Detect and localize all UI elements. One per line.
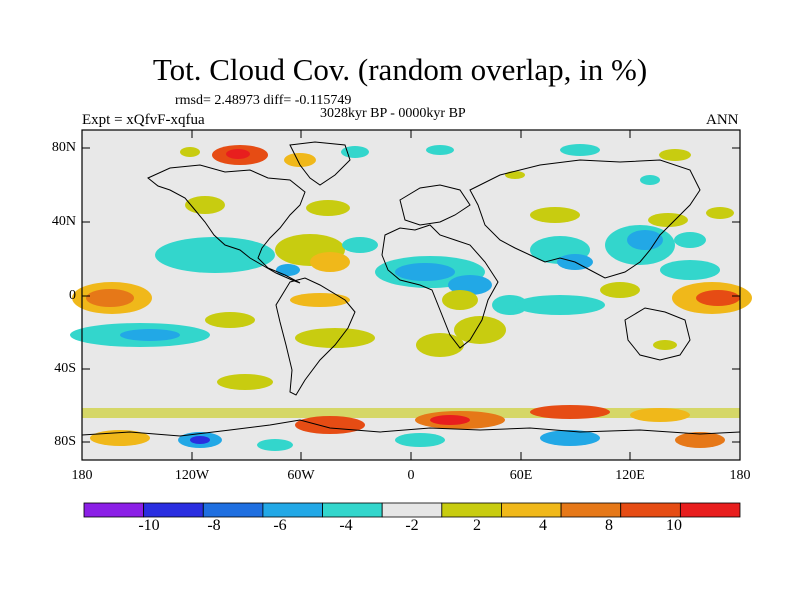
stats-line: rmsd= 2.48973 diff= -0.115749 [175,93,352,108]
anomaly-patch [492,295,528,315]
anomaly-patch [653,340,677,350]
anomaly-patch [416,333,464,357]
anomaly-patch [515,295,605,315]
anomaly-patch [295,328,375,348]
anomaly-patch [648,213,688,227]
anomaly-patch [395,263,455,281]
anomaly-field [70,130,752,460]
anomaly-patch [442,290,478,310]
coastline-greenland [289,141,351,186]
colorbar-swatch [202,502,264,518]
y-tick-label: 40S [54,361,76,376]
anomaly-patch [454,316,506,344]
experiment-label: Expt = xQfvF-xqfua [82,112,205,128]
anomaly-patch [120,329,180,341]
x-tick-label: 0 [407,468,415,483]
anomaly-patch [306,200,350,216]
anomaly-patch [82,408,740,418]
colorbar-swatch [560,502,622,518]
x-tick-label: 60W [287,468,315,483]
colorbar-swatch [143,502,204,518]
anomaly-patch [155,237,275,273]
colorbar-label: 4 [539,517,547,534]
x-tick-label: 60E [509,468,533,483]
anomaly-patch [530,207,580,223]
anomaly-patch [660,260,720,280]
anomaly-patch [290,293,350,307]
plot-title: Tot. Cloud Cov. (random overlap, in %) [152,52,648,87]
anomaly-patch [540,430,600,446]
anomaly-patch [284,153,316,167]
anomaly-patch [295,416,365,434]
axis-ticks [81,130,741,460]
colorbar-swatch [679,502,741,518]
x-tick-label: 180 [729,468,751,483]
anomaly-patch [342,237,378,253]
coastline-north-america [147,164,306,284]
colorbar-label: -10 [138,517,160,534]
anomaly-patch [706,207,734,219]
y-tick-label: 0 [69,288,76,303]
anomaly-patch [675,432,725,448]
anomaly-patch [430,415,470,425]
colorbar-swatch [381,502,443,518]
anomaly-patch [530,405,610,419]
colorbar-swatch [501,502,562,518]
coastline-europe [399,184,471,226]
colorbar-swatch [441,502,502,518]
anomaly-patch [190,436,210,444]
anomaly-patch [696,290,740,306]
y-tick-label: 80N [51,140,76,155]
anomaly-patch [341,146,369,158]
colorbar [83,502,741,518]
colorbar-label: -2 [405,517,419,534]
anomaly-patch [86,289,134,307]
anomaly-patch [640,175,660,185]
anomaly-patch [426,145,454,155]
colorbar-swatch [620,502,681,518]
anomaly-patch [217,374,273,390]
anomaly-patch [627,230,663,250]
anomaly-patch [600,282,640,298]
coastline-south-america [275,277,356,396]
colorbar-label: 8 [605,517,613,534]
anomaly-patch [630,408,690,422]
colorbar-swatch [262,502,323,518]
anomaly-patch [205,312,255,328]
coastline-asia [469,159,701,279]
anomaly-patch [560,144,600,156]
y-tick-label: 40N [51,214,76,229]
anomaly-patch [180,147,200,157]
coastline-antarctica [81,419,741,437]
colorbar-label: 2 [473,517,481,534]
anomaly-patch [659,149,691,161]
anomaly-patch [674,232,706,248]
anomaly-patch [448,275,492,295]
anomaly-patch [505,171,525,179]
anomaly-patch [257,439,293,451]
period-line: 3028kyr BP - 0000kyr BP [320,106,466,121]
colorbar-label: -8 [207,517,221,534]
anomaly-patch [226,149,250,159]
coastline-australia [624,307,691,361]
coastlines [81,141,741,437]
colorbar-label: -6 [273,517,287,534]
y-tick-label: 80S [54,434,76,449]
anomaly-patch [276,264,300,276]
colorbar-swatch [322,502,383,518]
colorbar-swatch [83,502,145,518]
colorbar-label: -4 [339,517,353,534]
colorbar-label: 10 [666,517,682,534]
coastline-europe-africa [381,224,499,349]
anomaly-patch [395,433,445,447]
x-tick-label: 120E [615,468,645,483]
x-tick-label: 180 [71,468,93,483]
x-tick-label: 120W [174,468,210,483]
anomaly-patch [310,252,350,272]
season-label: ANN [706,112,739,128]
